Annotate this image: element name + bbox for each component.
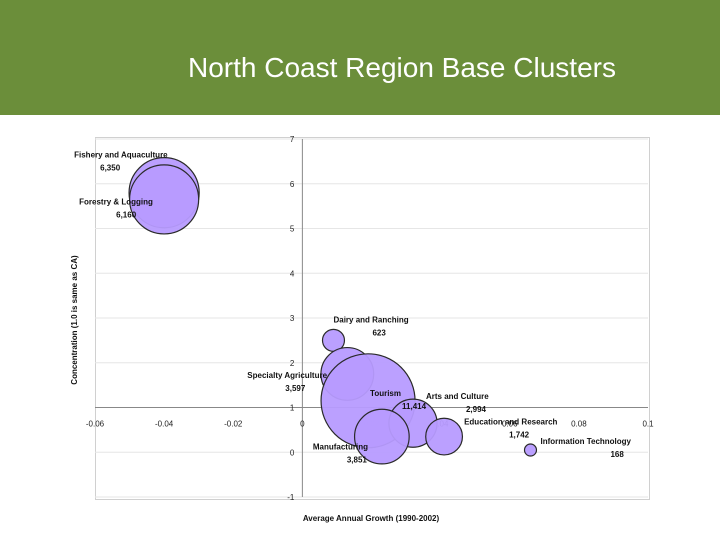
- x-axis-title: Average Annual Growth (1990-2002): [303, 514, 440, 523]
- y-tick-label: 5: [290, 225, 295, 234]
- bubble-value-label: 3,851: [347, 456, 368, 465]
- bubble-value-label: 3,597: [285, 384, 306, 393]
- x-tick-label: -0.04: [155, 420, 174, 429]
- x-tick-label: -0.02: [224, 420, 243, 429]
- slide-title: North Coast Region Base Clusters: [188, 52, 616, 83]
- bubble-name-label: Dairy and Ranching: [333, 315, 408, 324]
- bubble-forestry-logging: [128, 164, 200, 235]
- bubble-name-label: Forestry & Logging: [79, 197, 153, 206]
- y-tick-label: 0: [290, 448, 295, 457]
- bubble-value-label: 6,350: [100, 164, 121, 173]
- x-tick-label: 0: [300, 420, 305, 429]
- bubble-value-label: 6,160: [116, 210, 137, 219]
- y-tick-label: 7: [290, 135, 295, 144]
- x-tick-label: -0.06: [86, 420, 105, 429]
- x-tick-label: 0.08: [571, 420, 587, 429]
- bubble-name-label: Manufacturing: [313, 443, 368, 452]
- y-tick-label: 3: [290, 314, 295, 323]
- bubble-name-label: Education and Research: [464, 418, 557, 427]
- bubble-manufacturing: [353, 408, 410, 465]
- bubble-value-label: 623: [372, 328, 386, 337]
- bubble-value-label: 11,414: [402, 402, 427, 411]
- bubble-name-label: Tourism: [370, 389, 401, 398]
- y-tick-label: 2: [290, 359, 295, 368]
- bubble-education-and-research: [425, 417, 464, 456]
- bubble-labels: Fishery and Aquaculture 6,350 Forestry & L…: [74, 151, 631, 465]
- bubble-value-label: 1,742: [509, 431, 530, 440]
- y-axis-title: Concentration (1.0 is same as CA): [70, 255, 79, 385]
- x-tick-label: 0.06: [502, 420, 518, 429]
- y-tick-label: 6: [290, 180, 295, 189]
- x-tick-label: 0.1: [642, 420, 654, 429]
- y-tick-label: 1: [290, 404, 295, 413]
- bubble-value-label: 2,994: [466, 405, 487, 414]
- bubble-value-label: 168: [610, 450, 624, 459]
- y-tick-label: 4: [290, 269, 295, 278]
- bubble-information-technology: [523, 443, 538, 457]
- title-banner: North Coast Region Base Clusters: [0, 0, 720, 115]
- bubble-name-label: Information Technology: [540, 437, 631, 446]
- bubble-name-label: Fishery and Aquaculture: [74, 151, 168, 160]
- bubbles: [128, 157, 538, 465]
- bubble-name-label: Arts and Culture: [426, 392, 489, 401]
- y-tick-label: -1: [287, 493, 295, 502]
- bubble-name-label: Specialty Agriculture: [247, 371, 327, 380]
